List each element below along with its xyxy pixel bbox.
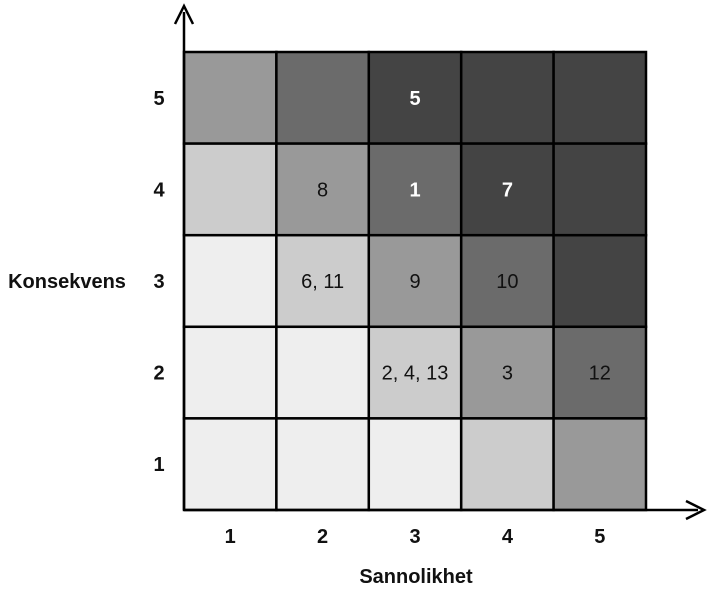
matrix-cell-labels: 5 8 1 7 6, 11 9 10 2, 4, 13 3 12 (301, 88, 611, 385)
x-axis-arrow-icon (685, 499, 707, 521)
matrix-cell-label: 1 (409, 179, 420, 201)
matrix-cell (552, 325, 648, 420)
matrix-cell-label: 12 (589, 363, 611, 385)
x-tick-label: 2 (317, 526, 328, 548)
matrix-cell-label: 3 (502, 363, 513, 385)
matrix-cell (459, 50, 555, 145)
x-tick-label: 3 (409, 526, 420, 548)
matrix-cell (367, 142, 463, 237)
y-axis-arrow-icon (173, 3, 195, 25)
matrix-cell (552, 233, 648, 329)
x-tick-label: 5 (594, 526, 605, 548)
matrix-cell-label: 10 (496, 271, 518, 293)
x-tick-label: 4 (502, 526, 514, 548)
matrix-cell-label: 5 (409, 88, 420, 110)
matrix-cell (275, 417, 371, 512)
matrix-cell-label: 7 (502, 179, 513, 201)
matrix-cell (459, 417, 555, 512)
matrix-cell (552, 50, 648, 145)
y-tick-label: 4 (153, 179, 165, 201)
matrix-cell (182, 142, 278, 237)
x-tick-label: 1 (225, 526, 236, 548)
matrix-cell (182, 50, 278, 145)
matrix-cell (552, 142, 648, 237)
y-axis-title: Konsekvens (8, 271, 126, 293)
y-tick-label: 5 (153, 88, 164, 110)
matrix-cell (552, 417, 648, 512)
matrix-cell (182, 417, 278, 512)
matrix-cell (182, 325, 278, 420)
matrix-cell (367, 417, 463, 512)
axes (173, 3, 707, 521)
matrix-cell-label: 8 (317, 179, 328, 201)
matrix-cell (275, 50, 371, 145)
x-axis-title: Sannolikhet (359, 566, 473, 588)
matrix-cell (459, 233, 555, 329)
matrix-cell (367, 325, 463, 420)
matrix-cells (182, 50, 648, 512)
y-tick-labels: 5 4 3 2 1 (153, 88, 165, 476)
matrix-cell (275, 325, 371, 420)
matrix-cell (182, 233, 278, 329)
matrix-cell (275, 233, 371, 329)
y-tick-label: 2 (153, 363, 164, 385)
x-tick-labels: 1 2 3 4 5 (225, 526, 606, 548)
matrix-cell (459, 325, 555, 420)
matrix-cell-label: 2, 4, 13 (382, 363, 449, 385)
matrix-cell-label: 9 (409, 271, 420, 293)
matrix-cell-label: 6, 11 (301, 271, 344, 293)
y-tick-label: 3 (153, 271, 164, 293)
y-tick-label: 1 (153, 454, 164, 476)
